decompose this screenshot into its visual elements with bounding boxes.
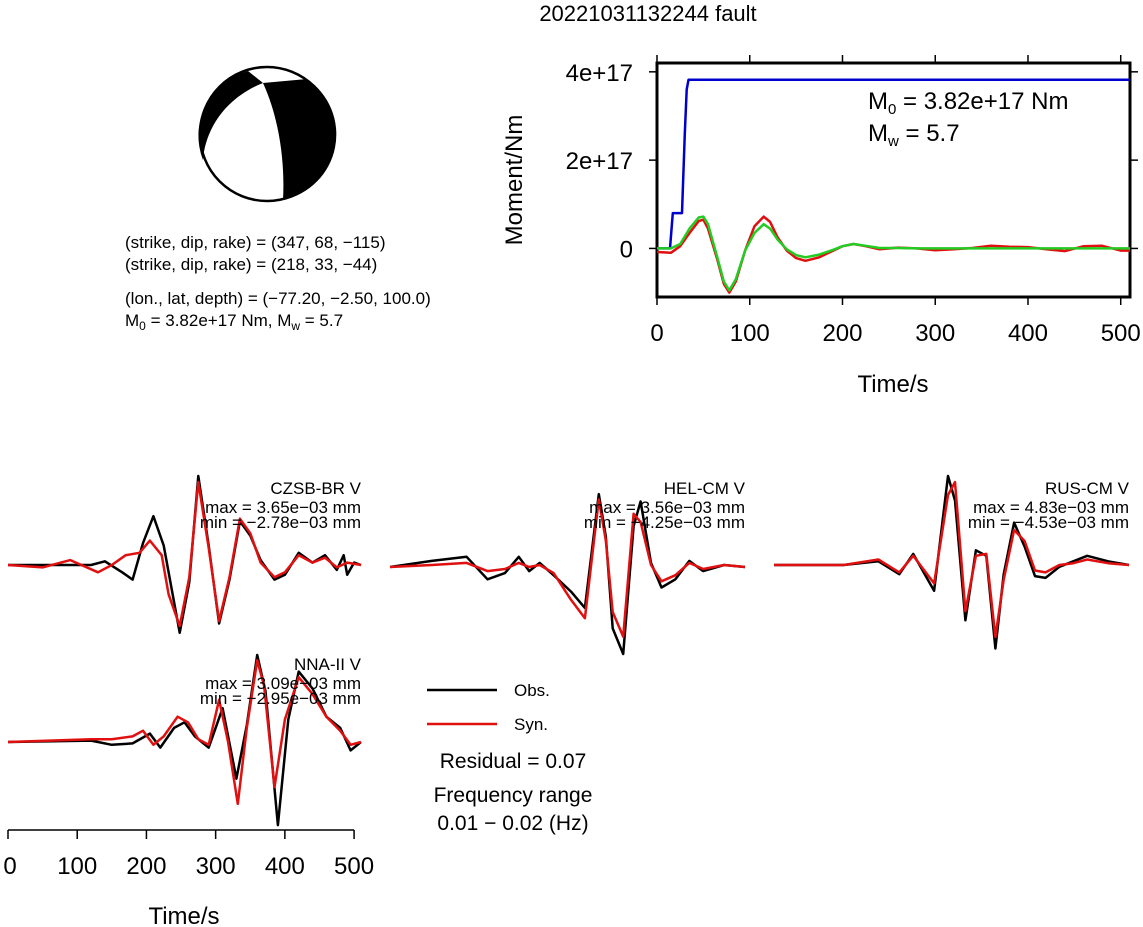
- moment-y-tick-label: 0: [620, 236, 633, 263]
- moment-y-axis: 0 2e+17 4e+17: [566, 60, 1138, 263]
- waveform-x-tick-label: 400: [265, 853, 305, 880]
- waveform-x-tick-label: 200: [126, 853, 166, 880]
- annotation-mw-symbol: M: [868, 120, 888, 147]
- waveform-syn-trace: [7, 480, 362, 628]
- nodal-plane-1: (strike, dip, rake) = (347, 68, −115): [125, 233, 385, 252]
- station-min: min = −4.53e−03 mm: [968, 513, 1129, 532]
- station-name: RUS-CM V: [1045, 479, 1130, 498]
- waveform-x-axis: 0 100 200 300 400 500: [3, 829, 374, 880]
- station-min: min = −4.25e−03 mm: [584, 513, 745, 532]
- annotation-m0-subscript: 0: [888, 101, 896, 118]
- station-max: max = 4.83e−03 mm: [973, 498, 1129, 517]
- focal-mechanism-beachball: [198, 65, 337, 203]
- station-min: min = −2.78e−03 mm: [200, 513, 361, 532]
- station-max: max = 3.09e−03 mm: [205, 674, 361, 693]
- annotation-m0-value: = 3.82e+17 Nm: [896, 88, 1068, 115]
- waveform-legend: Obs. Syn. Residual = 0.07 Frequency rang…: [427, 681, 592, 835]
- waveform-x-tick-label: 500: [334, 853, 374, 880]
- frequency-range-value: 0.01 − 0.02 (Hz): [437, 812, 588, 835]
- station-max: max = 3.56e−03 mm: [589, 498, 745, 517]
- annotation-mw-subscript: w: [887, 133, 899, 150]
- frequency-range-title: Frequency range: [434, 784, 593, 807]
- nodal-plane-2: (strike, dip, rake) = (218, 33, −44): [125, 255, 377, 274]
- moment-x-tick-label: 200: [822, 320, 862, 347]
- annotation-m0-symbol: M: [868, 88, 888, 115]
- station-name: NNA-II V: [294, 655, 362, 674]
- moment-magnitude-line: M0 = 3.82e+17 Nm, Mw = 5.7: [125, 311, 343, 333]
- waveform-x-tick-label: 300: [196, 853, 236, 880]
- waveform-x-tick-label: 0: [3, 853, 16, 880]
- residual-value: Residual = 0.07: [440, 750, 587, 773]
- moment-series-1: [656, 215, 1130, 294]
- event-location: (lon., lat, depth) = (−77.20, −2.50, 100…: [125, 289, 431, 308]
- annotation-mw-value: = 5.7: [899, 120, 960, 147]
- moment-x-axis: 0 100 200 300 400 500: [650, 55, 1141, 347]
- moment-annotation-m0: M0 = 3.82e+17 Nm: [868, 88, 1068, 118]
- station-min: min = −2.95e−03 mm: [200, 689, 361, 708]
- moment-annotation-mw: Mw = 5.7: [868, 120, 960, 150]
- station-max: max = 3.65e−03 mm: [205, 498, 361, 517]
- m0-value: = 3.82e+17 Nm, M: [146, 311, 292, 330]
- waveform-x-tick-label: 100: [57, 853, 97, 880]
- moment-x-tick-label: 100: [730, 320, 770, 347]
- moment-x-tick-label: 0: [650, 320, 663, 347]
- waveform-obs-trace: [7, 653, 362, 827]
- m0-symbol: M: [125, 311, 139, 330]
- mw-subscript: w: [290, 319, 300, 333]
- moment-x-tick-label: 400: [1008, 320, 1048, 347]
- legend-obs-label: Obs.: [514, 681, 550, 700]
- m0-subscript: 0: [139, 319, 146, 333]
- moment-series-group: [656, 78, 1130, 294]
- moment-chart-frame: [655, 61, 1132, 299]
- station-name: HEL-CM V: [664, 479, 746, 498]
- beachball-compression-east: [263, 79, 337, 200]
- moment-x-tick-label: 500: [1101, 320, 1141, 347]
- moment-x-tick-label: 300: [915, 320, 955, 347]
- waveform-x-label: Time/s: [148, 903, 219, 927]
- waveform-syn-trace: [774, 480, 1130, 639]
- waveform-syn-trace: [7, 659, 362, 806]
- station-name: CZSB-BR V: [270, 479, 361, 498]
- moment-x-label: Time/s: [857, 371, 928, 398]
- beachball-outline: [198, 65, 336, 203]
- moment-series-0: [657, 78, 1130, 250]
- moment-y-tick-label: 4e+17: [566, 60, 633, 87]
- waveform-syn-trace: [389, 498, 746, 638]
- mw-value: = 5.7: [300, 311, 343, 330]
- moment-series-2: [657, 215, 1130, 292]
- figure-title: 20221031132244 fault: [539, 1, 756, 26]
- moment-rate-chart: 0 100 200 300 400 500 0 2e+17 4e+17 Time/s Mome…: [501, 55, 1141, 398]
- moment-y-tick-label: 2e+17: [566, 148, 633, 175]
- moment-y-label: Moment/Nm: [501, 115, 528, 246]
- legend-syn-label: Syn.: [514, 715, 548, 734]
